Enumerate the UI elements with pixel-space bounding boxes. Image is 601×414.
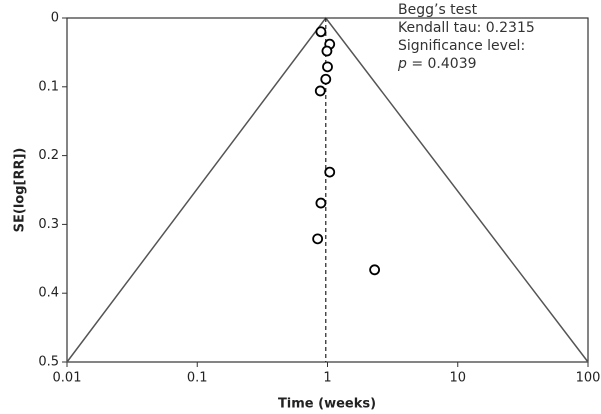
x-tick-label: 1 — [323, 371, 331, 386]
x-tick-label: 0.1 — [187, 371, 208, 386]
x-tick-label: 100 — [576, 371, 601, 386]
annotation-line: Significance level: — [398, 38, 525, 54]
annotation-line: p = 0.4039 — [397, 56, 477, 72]
y-tick-label: 0.3 — [38, 217, 59, 232]
y-tick-label: 0 — [51, 11, 59, 26]
y-tick-label: 0.5 — [38, 355, 59, 370]
annotation-line: Kendall tau: 0.2315 — [398, 20, 535, 36]
y-tick-label: 0.2 — [38, 148, 59, 163]
point — [312, 233, 324, 245]
point — [369, 264, 381, 276]
y-tick-label: 0.4 — [38, 286, 59, 301]
y-tick-label: 0.1 — [38, 79, 59, 94]
annotation: Begg’s test Kendall tau: 0.2315 Signific… — [397, 2, 535, 72]
y-axis-label: SE(log[RR]) — [13, 148, 28, 233]
point — [314, 85, 326, 97]
x-tick-label: 0.01 — [53, 371, 82, 386]
x-axis-label: Time (weeks) — [278, 397, 376, 412]
point — [321, 45, 333, 57]
point — [315, 26, 327, 38]
annotation-line: Begg’s test — [398, 2, 478, 18]
x-tick-label: 10 — [449, 371, 466, 386]
point — [315, 197, 327, 209]
point — [320, 73, 332, 85]
point — [324, 166, 336, 178]
p-label: p — [397, 56, 407, 72]
p-value: = 0.4039 — [407, 56, 477, 72]
point — [322, 61, 333, 73]
